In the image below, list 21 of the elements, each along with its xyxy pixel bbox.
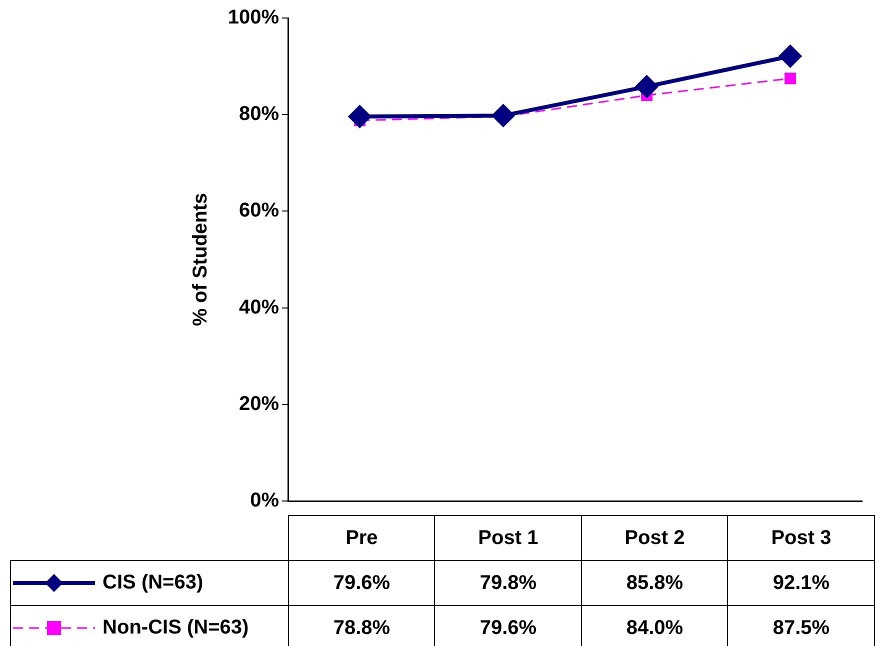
- data-label: 79.8%: [434, 560, 582, 606]
- data-label: 87.5%: [728, 606, 874, 646]
- legend-label: CIS (N=63): [102, 572, 204, 594]
- data-label: 84.0%: [581, 606, 728, 646]
- data-label: 79.6%: [288, 560, 435, 606]
- x-tick-label: Post 3: [728, 516, 874, 560]
- y-tick-label: 40%: [238, 296, 280, 318]
- y-tick-label: 60%: [238, 200, 280, 222]
- y-tick-label: 20%: [238, 392, 280, 415]
- x-tick-label: Post 1: [434, 516, 582, 560]
- y-tick-label: 0%: [250, 490, 280, 512]
- y-tick-label: 100%: [228, 6, 280, 29]
- x-tick-label: Pre: [288, 516, 435, 560]
- y-tick-label: 80%: [238, 103, 280, 126]
- data-label: 92.1%: [728, 560, 874, 606]
- legend-label: Non-CIS (N=63): [102, 616, 249, 638]
- x-tick-label: Post 2: [581, 516, 728, 560]
- data-label: 79.6%: [434, 606, 582, 646]
- data-label: 85.8%: [581, 560, 728, 606]
- y-axis-title: % of Students: [190, 192, 212, 326]
- data-label: 78.8%: [288, 606, 435, 646]
